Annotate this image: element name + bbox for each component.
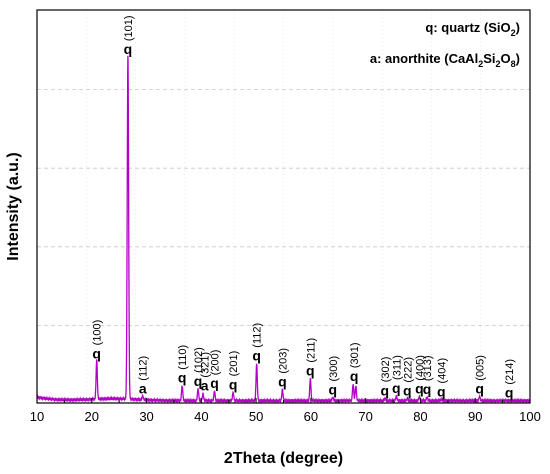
peak-label: q(005) bbox=[475, 355, 487, 397]
peak-label: a(112) bbox=[138, 356, 150, 397]
peak-miller-index: (300) bbox=[328, 356, 340, 382]
peak-phase-letter: q bbox=[392, 380, 401, 396]
peak-miller-index: (301) bbox=[349, 342, 361, 368]
grid-lines bbox=[37, 10, 530, 403]
peak-label: a(321) bbox=[200, 352, 212, 394]
peak-miller-index: (005) bbox=[475, 355, 487, 381]
legend-entry-anorthite: a: anorthite (CaAl2Si2O8) bbox=[370, 51, 520, 69]
x-axis-title: 2Theta (degree) bbox=[224, 450, 343, 467]
peak-phase-letter: a bbox=[201, 378, 209, 394]
peak-label: q(100) bbox=[92, 320, 104, 362]
peak-label: q(110) bbox=[177, 345, 189, 386]
peak-miller-index: (102) bbox=[193, 347, 205, 373]
peak-label: q(301) bbox=[349, 342, 361, 384]
peak-phase-letter: q bbox=[403, 383, 412, 399]
peak-phase-letter: q bbox=[252, 348, 261, 364]
x-tick-label: 70 bbox=[358, 409, 372, 424]
peak-label: q(404) bbox=[436, 358, 448, 400]
peak-miller-index: (211) bbox=[305, 338, 317, 363]
peak-miller-index: (112) bbox=[138, 356, 150, 381]
x-tick-label: 60 bbox=[304, 409, 318, 424]
peak-miller-index: (313) bbox=[422, 355, 434, 381]
peak-phase-letter: q bbox=[229, 376, 238, 392]
peak-miller-index: (203) bbox=[277, 348, 289, 374]
peak-miller-index: (222) bbox=[402, 357, 414, 383]
peak-phase-letter: q bbox=[178, 370, 187, 386]
peak-phase-letter: q bbox=[415, 381, 424, 397]
x-tick-label: 20 bbox=[85, 409, 99, 424]
x-tick-label: 100 bbox=[519, 409, 541, 424]
peak-label: q(200) bbox=[209, 350, 221, 392]
peak-label: q(203) bbox=[277, 348, 289, 390]
peak-phase-letter: q bbox=[350, 368, 359, 384]
peak-phase-letter: q bbox=[210, 375, 219, 391]
peak-miller-index: (400) bbox=[414, 355, 426, 381]
peak-phase-letter: q bbox=[381, 382, 390, 398]
peak-miller-index: (201) bbox=[228, 351, 240, 377]
peak-miller-index: (112) bbox=[252, 323, 264, 348]
peak-label: q(201) bbox=[228, 351, 240, 393]
peak-phase-letter: q bbox=[475, 381, 484, 397]
peak-label: q(211) bbox=[305, 338, 317, 379]
peak-phase-letter: q bbox=[423, 381, 432, 397]
x-tick-label: 30 bbox=[139, 409, 153, 424]
x-tick-label: 50 bbox=[249, 409, 263, 424]
peak-phase-letter: q bbox=[124, 41, 133, 57]
peak-label: q(311) bbox=[391, 355, 403, 396]
peak-annotations: q(100)q(101)a(112) q(110)q(102)a(321)q(20… bbox=[92, 15, 516, 400]
peak-miller-index: (404) bbox=[436, 358, 448, 384]
legend-entry-quartz: q: quartz (SiO2) bbox=[425, 20, 520, 38]
peak-label: q(112) bbox=[252, 323, 264, 364]
x-tick-label: 90 bbox=[468, 409, 482, 424]
peak-miller-index: (214) bbox=[504, 359, 516, 385]
peak-phase-letter: q bbox=[194, 373, 203, 389]
peak-miller-index: (200) bbox=[209, 350, 221, 376]
peak-miller-index: (101) bbox=[123, 15, 135, 41]
peak-miller-index: (311) bbox=[391, 355, 403, 380]
peak-label: q(222) bbox=[402, 357, 414, 399]
peak-miller-index: (100) bbox=[92, 320, 104, 346]
legend: q: quartz (SiO2) a: anorthite (CaAl2Si2O… bbox=[370, 20, 520, 69]
peak-label: q(313) bbox=[422, 355, 434, 397]
peak-phase-letter: a bbox=[139, 381, 147, 397]
peak-phase-letter: q bbox=[306, 363, 315, 379]
x-tick-label: 40 bbox=[194, 409, 208, 424]
peak-miller-index: (302) bbox=[380, 357, 392, 383]
peak-phase-letter: q bbox=[505, 385, 514, 401]
peak-label: q(102) bbox=[193, 347, 205, 389]
peak-phase-letter: q bbox=[278, 374, 287, 390]
y-axis-title: Intensity (a.u.) bbox=[5, 152, 22, 260]
x-tick-label: 80 bbox=[413, 409, 427, 424]
peak-label: q(300) bbox=[328, 356, 340, 398]
x-tick-label: 10 bbox=[30, 409, 44, 424]
peak-label: q(302) bbox=[380, 357, 392, 399]
peak-miller-index: (321) bbox=[200, 352, 212, 378]
x-axis-ticks: 10 20 30 40 50 60 70 80 90 100 bbox=[30, 398, 541, 424]
peak-phase-letter: q bbox=[92, 345, 101, 361]
peak-label: q(400) bbox=[414, 355, 426, 397]
peak-miller-index: (110) bbox=[177, 345, 189, 370]
peak-label: q(101) bbox=[123, 15, 135, 57]
peak-label: q(214) bbox=[504, 359, 516, 401]
peak-phase-letter: q bbox=[437, 383, 446, 399]
peak-phase-letter: q bbox=[329, 381, 338, 397]
